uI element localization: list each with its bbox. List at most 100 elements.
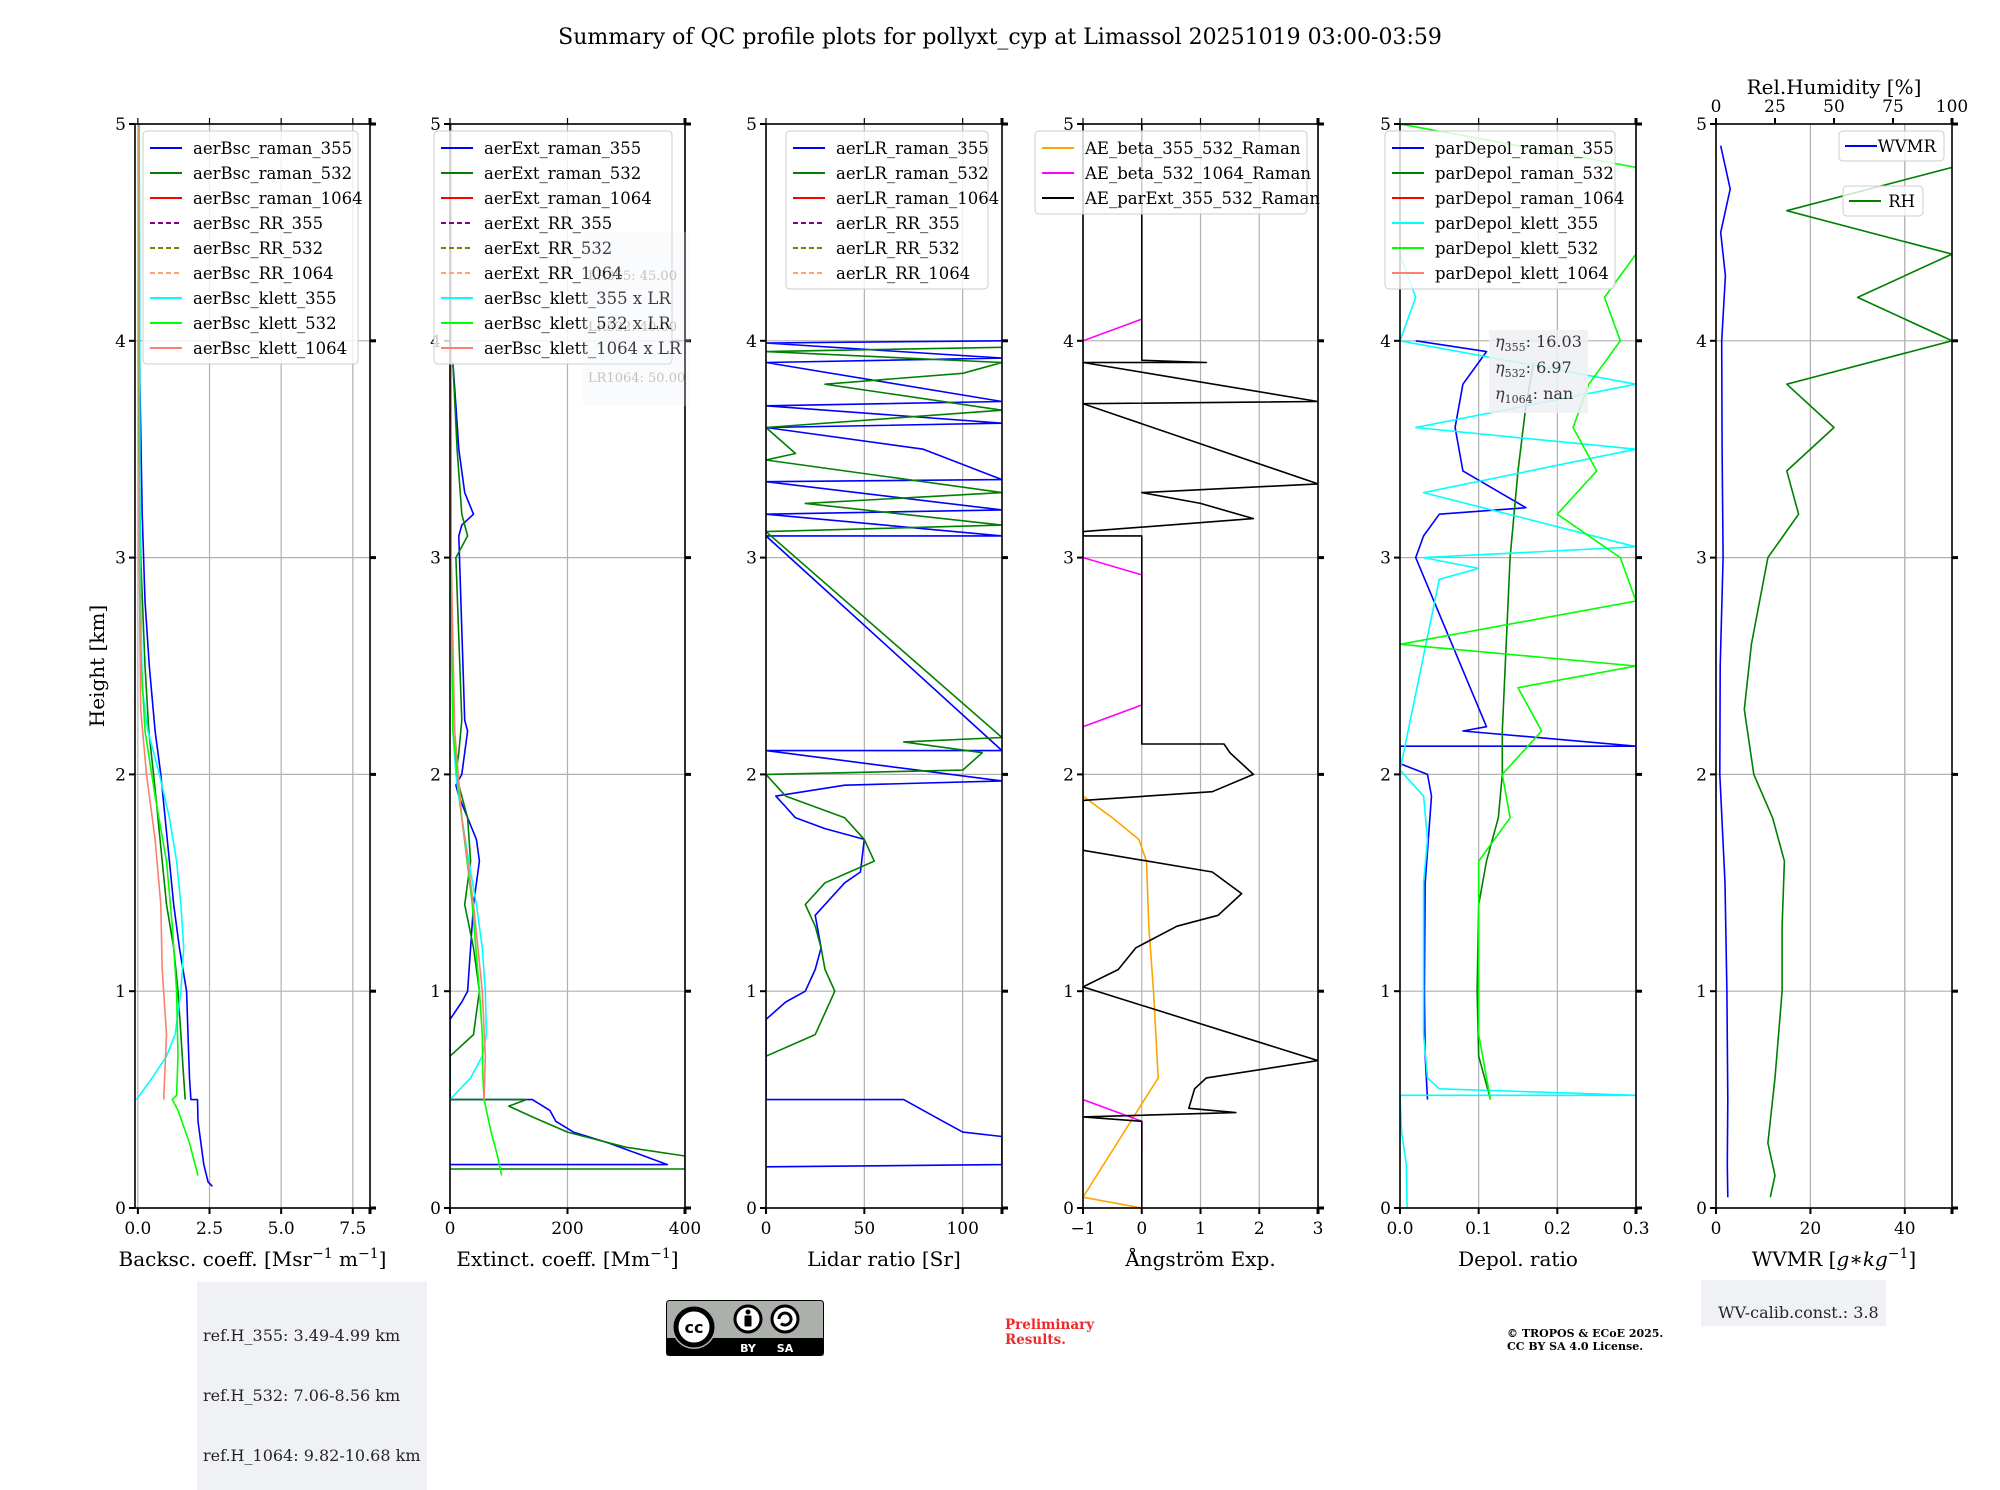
attribution-icon-head: [745, 1309, 751, 1315]
x-tick-label: 0.2: [1544, 1219, 1571, 1239]
eta-value: : nan: [1532, 384, 1574, 404]
legend-box: [1034, 130, 1308, 215]
y-tick-label: 3: [1696, 549, 1707, 569]
legend-label: WVMR: [1878, 137, 1937, 156]
series-line-aerbsc-klett-532-x-lr: [450, 124, 503, 1176]
wv-calibration-constant: WV-calib.const.: 3.8: [1718, 1303, 1879, 1322]
eta-subscript: 355: [1504, 341, 1526, 355]
sa-label: SA: [777, 1342, 794, 1355]
cc-text: cc: [685, 1318, 704, 1337]
series-line-ae-beta-532-1064-raman: [1083, 318, 1143, 1154]
x-tick-label: 20: [1800, 1219, 1822, 1239]
legend-label: aerLR_RR_1064: [836, 264, 970, 283]
y-tick-label: 1: [430, 982, 441, 1002]
y-tick-label: 0: [1696, 1199, 1707, 1219]
cc-by-sa-license-badge[interactable]: cc BY SA: [666, 1300, 824, 1356]
x-axis-label-part: −1: [358, 1246, 379, 1262]
eta-value: : 6.97: [1525, 358, 1572, 378]
series-group: [135, 124, 213, 1187]
y-tick-label: 3: [746, 549, 757, 569]
wv-calibration-box: WV-calib.const.: 3.8: [1701, 1280, 1886, 1326]
y-tick-label: 1: [746, 982, 757, 1002]
legend-box: [1384, 130, 1616, 290]
y-tick-label: 2: [746, 765, 757, 785]
panels: 0 1 2 3 4 5 0.0 2.5 5.0 7.5 Backsc. coeff. [Msr−1 …: [85, 75, 1968, 1271]
copyright-note: © TROPOS & ECoE 2025. CC BY SA 4.0 Licen…: [1507, 1327, 1664, 1353]
legend-label: aerBsc_klett_1064: [193, 339, 347, 358]
y-tick-label: 1: [1380, 982, 1391, 1002]
y-tick-label: 3: [430, 549, 441, 569]
x-tick-label: 40: [1894, 1219, 1916, 1239]
x-axis-label-part: Extinct. coeff. [Mm: [456, 1247, 650, 1271]
x-tick-label: 2: [1254, 1219, 1265, 1239]
legend-label: parDepol_raman_1064: [1435, 189, 1624, 208]
x-tick-label: 5.0: [268, 1219, 295, 1239]
legend-label: aerLR_raman_1064: [836, 189, 999, 208]
legend-label: aerBsc_klett_355: [193, 289, 337, 308]
legend-label: AE_beta_355_532_Raman: [1084, 139, 1301, 158]
y-tick-label: 2: [1380, 765, 1391, 785]
legend-label: aerLR_RR_355: [836, 214, 960, 233]
x-axis-label: WVMR [g∗kg−1]: [1752, 1246, 1916, 1271]
attribution-icon-body: [744, 1315, 752, 1327]
x-axis-label-part: ]: [379, 1247, 387, 1271]
eta-symbol: η: [1495, 358, 1505, 378]
x-axis-label-part: WVMR [: [1752, 1247, 1837, 1271]
x-axis-label: Extinct. coeff. [Mm−1]: [456, 1246, 678, 1271]
legend: aerBsc_raman_355 aerBsc_raman_532 aerBsc_r…: [142, 130, 363, 365]
legend-label: aerExt_RR_355: [484, 214, 612, 233]
top-x-tick-label: 75: [1882, 97, 1904, 117]
x-axis-label-part: ]: [1908, 1247, 1916, 1271]
ref-height-1064: ref.H_1064: 9.82-10.68 km: [203, 1446, 421, 1465]
eta-subscript: 532: [1504, 367, 1526, 381]
y-tick-label: 2: [430, 765, 441, 785]
y-tick-label: 1: [1696, 982, 1707, 1002]
y-tick-label: 4: [1380, 332, 1391, 352]
grid-lines: [1082, 123, 1319, 1209]
y-tick-label: 4: [746, 332, 757, 352]
top-x-tick-label: 25: [1764, 97, 1786, 117]
series-line-wvmr: [1719, 145, 1731, 1198]
y-tick-label: 0: [1063, 1199, 1074, 1219]
legend-label: aerExt_raman_1064: [484, 189, 652, 208]
y-tick-label: 0: [1380, 1199, 1391, 1219]
x-tick-label: 0.3: [1622, 1219, 1649, 1239]
legend: AE_beta_355_532_Raman AE_beta_532_1064_Ra…: [1034, 130, 1320, 215]
legend: aerLR_raman_355 aerLR_raman_532 aerLR_rama…: [785, 130, 999, 290]
grid-lines: [1715, 123, 1952, 1209]
x-tick-label: 0.0: [1386, 1219, 1413, 1239]
y-tick-label: 0: [115, 1199, 126, 1219]
legend-box: [1842, 185, 1924, 217]
x-tick-label: 200: [551, 1219, 583, 1239]
y-tick-label: 5: [746, 115, 757, 135]
lidar-ratio-1064: LR1064: 50.00: [588, 371, 686, 386]
x-axis-label-part: g: [1836, 1247, 1849, 1271]
x-tick-label: 3: [1313, 1219, 1324, 1239]
x-tick-label: 0: [1711, 1219, 1722, 1239]
legend-label: aerLR_raman_355: [836, 139, 989, 158]
series-line-pardepol-raman-355: [1400, 340, 1636, 1100]
legend: parDepol_raman_355 parDepol_raman_532 parD…: [1384, 130, 1624, 290]
eta-532: η532: 6.97: [1495, 358, 1582, 384]
top-x-tick-label: 50: [1823, 97, 1845, 117]
legend-label: parDepol_klett_532: [1435, 239, 1598, 258]
y-tick-label: 5: [1063, 115, 1074, 135]
y-tick-label: 2: [1696, 765, 1707, 785]
y-tick-label: 2: [1063, 765, 1074, 785]
series-group: [1083, 124, 1318, 1208]
y-tick-label: 5: [1380, 115, 1391, 135]
legend-label: aerBsc_raman_355: [193, 139, 352, 158]
legend-label: aerExt_raman_355: [484, 139, 641, 158]
legend-label: aerBsc_RR_532: [193, 239, 323, 258]
legend-label: parDepol_raman_355: [1435, 139, 1614, 158]
x-tick-label: 0: [761, 1219, 772, 1239]
x-tick-label: 0: [1136, 1219, 1147, 1239]
legend-label: aerBsc_klett_532 x LR: [484, 314, 671, 333]
share-alike-icon: [770, 1304, 800, 1334]
y-tick-label: 4: [1696, 332, 1707, 352]
y-tick-label: 5: [1696, 115, 1707, 135]
x-axis-label-part: ]: [671, 1247, 679, 1271]
preliminary-results-note: Preliminary Results.: [1005, 1317, 1095, 1348]
x-axis-label: Lidar ratio [Sr]: [807, 1247, 961, 1271]
legend-label: AE_beta_532_1064_Raman: [1084, 164, 1311, 183]
